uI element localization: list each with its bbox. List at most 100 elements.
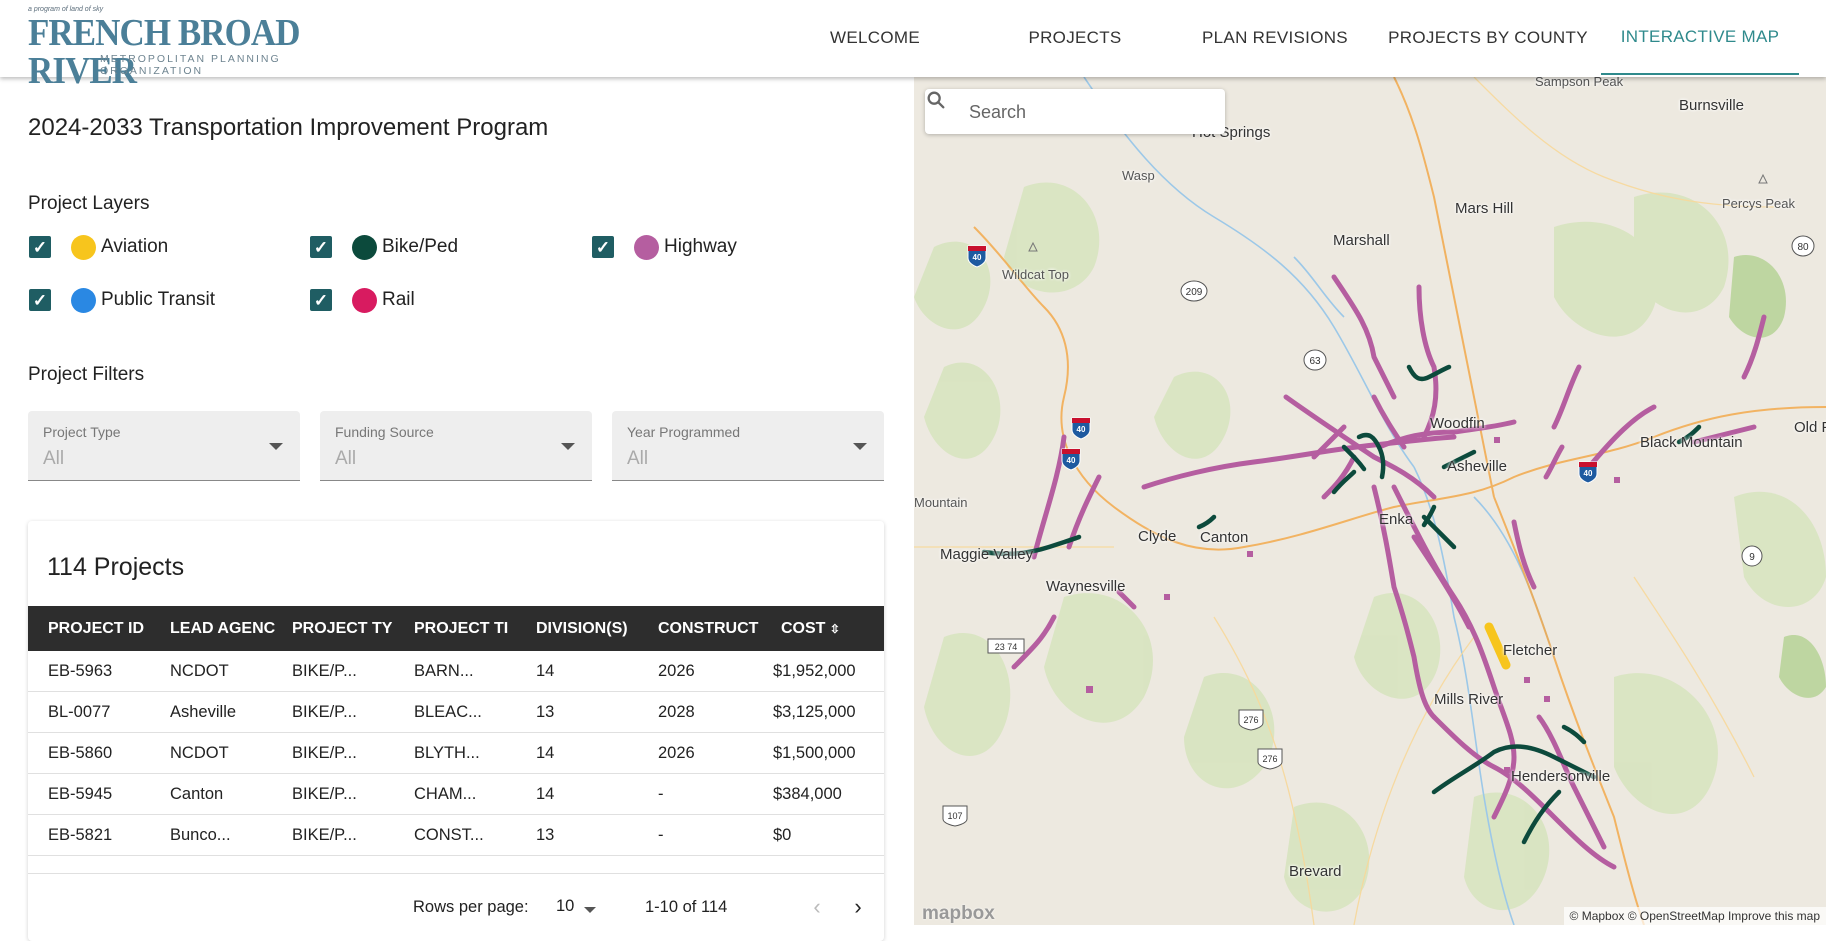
highway-color-dot bbox=[634, 234, 659, 260]
interstates bbox=[973, 77, 1826, 925]
page-title: 2024-2033 Transportation Improvement Pro… bbox=[28, 114, 549, 141]
layer-bike-ped[interactable]: ✓ Bike/Ped bbox=[310, 232, 458, 262]
place-label: Maggie Valley bbox=[940, 546, 1034, 563]
place-label: Mars Hill bbox=[1455, 200, 1514, 217]
interstate-shield-icon: 40 bbox=[1578, 461, 1598, 484]
project-panel: 2024-2033 Transportation Improvement Pro… bbox=[0, 77, 914, 941]
shield-number: 40 bbox=[1077, 425, 1086, 434]
cell-project-id: EB-5963 bbox=[48, 662, 113, 680]
layer-public-transit[interactable]: ✓ Public Transit bbox=[29, 285, 215, 315]
aviation-project-line bbox=[1484, 622, 1511, 670]
us-route-shield-icon: 23 74 bbox=[987, 638, 1025, 654]
cell-project-type: BIKE/P... bbox=[292, 703, 357, 721]
nav-interactive-map[interactable]: INTERACTIVE MAP bbox=[1601, 0, 1799, 75]
place-label: Burnsville bbox=[1679, 97, 1745, 114]
checkbox-checked-icon[interactable]: ✓ bbox=[592, 236, 614, 258]
logo-subtitle: METROPOLITAN PLANNING ORGANIZATION bbox=[100, 53, 281, 77]
aviation-color-dot bbox=[71, 234, 96, 260]
table-row[interactable]: EB-5945 Canton BIKE/P... CHAM... 14 - $3… bbox=[28, 774, 884, 815]
nav-projects[interactable]: PROJECTS bbox=[1028, 27, 1122, 47]
column-header-construction[interactable]: CONSTRUCT bbox=[658, 620, 759, 637]
year-programmed-select[interactable]: Year Programmed All bbox=[612, 411, 884, 481]
nav-plan-revisions[interactable]: PLAN REVISIONS bbox=[1202, 27, 1348, 47]
layer-label: Public Transit bbox=[101, 289, 216, 310]
checkbox-checked-icon[interactable]: ✓ bbox=[29, 289, 51, 311]
cell-project-id: EB-5945 bbox=[48, 785, 113, 803]
table-row[interactable]: EB-5821 Bunco... BIKE/P... CONST... 13 -… bbox=[28, 815, 884, 856]
state-route-shield-icon: 9 bbox=[1741, 545, 1763, 567]
table-row[interactable]: BL-0077 Asheville BIKE/P... BLEAC... 13 … bbox=[28, 692, 884, 733]
cell-divisions: 13 bbox=[536, 826, 555, 844]
nav-projects-by-county[interactable]: PROJECTS BY COUNTY bbox=[1388, 27, 1588, 47]
fbrmpo-logo[interactable]: a program of land of sky FRENCH BROAD RI… bbox=[28, 6, 348, 90]
place-label: Enka bbox=[1379, 511, 1414, 528]
route-shields: 40 209 63 40 40 40 bbox=[942, 235, 1815, 827]
page-range: 1-10 of 114 bbox=[645, 898, 728, 916]
table-row[interactable]: EB-5963 NCDOT BIKE/P... BARN... 14 2026 … bbox=[28, 651, 884, 692]
table-pagination: Rows per page: 10 1-10 of 114 ‹ › bbox=[28, 873, 884, 941]
secondary-roads bbox=[914, 77, 1775, 925]
logo-tagline: a program of land of sky bbox=[28, 6, 104, 13]
next-page-icon[interactable]: › bbox=[854, 894, 862, 919]
us-route-shield-icon: 107 bbox=[942, 805, 968, 827]
place-label: Old Fort bbox=[1794, 419, 1826, 436]
rows-per-page-label: Rows per page: bbox=[413, 898, 529, 916]
place-label: Fletcher bbox=[1503, 642, 1558, 659]
select-value: All bbox=[335, 448, 357, 469]
place-label: Clyde bbox=[1138, 528, 1177, 545]
checkbox-checked-icon[interactable]: ✓ bbox=[310, 236, 332, 258]
column-header-divisions[interactable]: DIVISION(S) bbox=[536, 620, 628, 637]
search-icon bbox=[927, 91, 945, 109]
table-header: PROJECT ID LEAD AGENC PROJECT TY PROJECT… bbox=[28, 606, 884, 651]
cell-lead-agency: NCDOT bbox=[170, 662, 229, 680]
cell-project-type: BIKE/P... bbox=[292, 744, 357, 762]
select-label: Funding Source bbox=[335, 424, 434, 440]
table-row[interactable]: EB-5860 NCDOT BIKE/P... BLYTH... 14 2026… bbox=[28, 733, 884, 774]
map-search-box[interactable] bbox=[925, 89, 1225, 134]
cell-cost: $1,500,000 bbox=[773, 744, 856, 762]
layer-rail[interactable]: ✓ Rail bbox=[310, 285, 415, 315]
layer-aviation[interactable]: ✓ Aviation bbox=[29, 232, 168, 262]
map-attribution[interactable]: © Mapbox © OpenStreetMap Improve this ma… bbox=[1563, 907, 1826, 925]
shield-number: 63 bbox=[1309, 356, 1321, 367]
interstate-shield-icon: 40 bbox=[1071, 417, 1091, 440]
dropdown-arrow-icon[interactable] bbox=[584, 907, 596, 913]
checkbox-checked-icon[interactable]: ✓ bbox=[310, 289, 332, 311]
cell-project-type: BIKE/P... bbox=[292, 662, 357, 680]
place-label: Mountain bbox=[914, 495, 968, 510]
place-label: Asheville bbox=[1447, 458, 1508, 475]
cell-cost: $0 bbox=[773, 826, 792, 844]
projects-table-card: 114 Projects PROJECT ID LEAD AGENC PROJE… bbox=[28, 521, 884, 941]
column-header-project-type[interactable]: PROJECT TY bbox=[292, 620, 393, 637]
column-header-cost[interactable]: COST ⇳ bbox=[781, 606, 881, 651]
column-label: COST bbox=[781, 620, 826, 637]
dropdown-arrow-icon bbox=[561, 443, 575, 450]
map-canvas[interactable]: 40 209 63 40 40 40 bbox=[914, 77, 1826, 925]
column-header-project-title[interactable]: PROJECT TI bbox=[414, 620, 509, 637]
shield-number: 80 bbox=[1797, 242, 1809, 253]
column-header-project-id[interactable]: PROJECT ID bbox=[48, 620, 145, 637]
interactive-map[interactable]: 40 209 63 40 40 40 bbox=[914, 77, 1826, 925]
column-header-lead-agency[interactable]: LEAD AGENC bbox=[170, 620, 276, 637]
place-label: Black Mountain bbox=[1640, 434, 1743, 451]
previous-page-icon[interactable]: ‹ bbox=[813, 894, 821, 919]
search-input[interactable] bbox=[969, 98, 1209, 126]
nav-welcome[interactable]: WELCOME bbox=[830, 27, 920, 47]
public-transit-color-dot bbox=[71, 287, 96, 313]
place-label: Percys Peak bbox=[1722, 196, 1795, 211]
shield-number: 209 bbox=[1186, 287, 1203, 298]
rows-per-page-select[interactable]: 10 bbox=[556, 897, 575, 915]
mapbox-logo[interactable]: mapbox bbox=[922, 903, 995, 924]
shield-number: 276 bbox=[1243, 715, 1258, 725]
checkbox-checked-icon[interactable]: ✓ bbox=[29, 236, 51, 258]
project-type-select[interactable]: Project Type All bbox=[28, 411, 300, 481]
layer-highway[interactable]: ✓ Highway bbox=[592, 232, 737, 262]
bike-ped-color-dot bbox=[352, 234, 377, 260]
layer-label: Aviation bbox=[101, 236, 169, 257]
shield-number: 107 bbox=[947, 811, 962, 821]
place-label: Hendersonville bbox=[1511, 768, 1611, 785]
funding-source-select[interactable]: Funding Source All bbox=[320, 411, 592, 481]
select-label: Year Programmed bbox=[627, 424, 741, 440]
place-label: Canton bbox=[1200, 529, 1249, 546]
place-label: Mills River bbox=[1434, 691, 1504, 708]
